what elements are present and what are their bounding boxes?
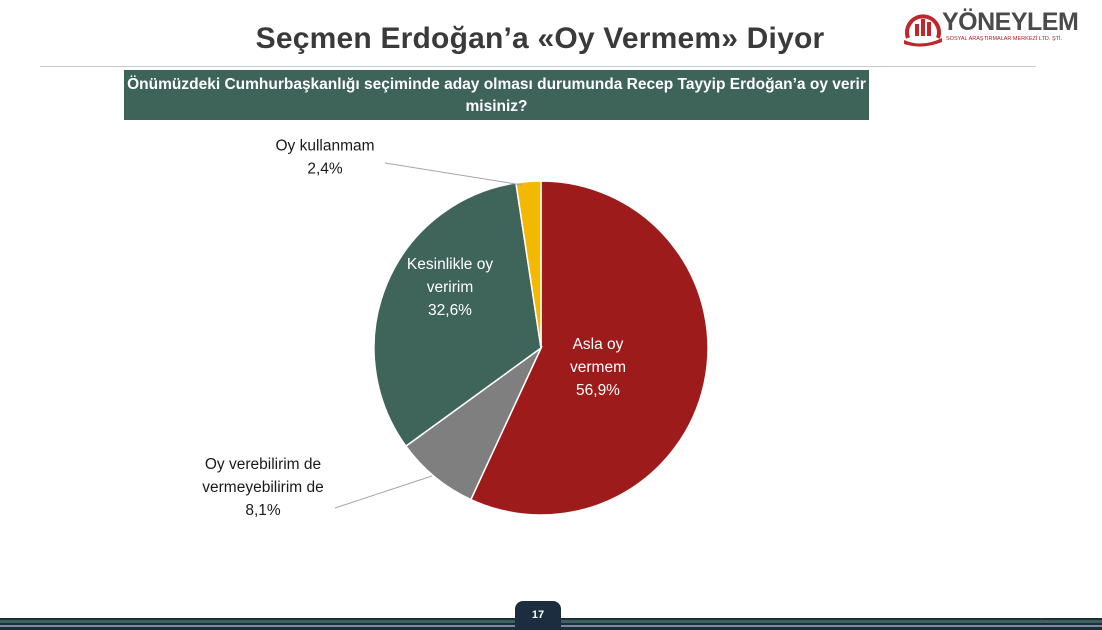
slice-value-label: 2,4% [307,161,343,178]
slice-value-label: 8,1% [245,502,281,519]
slice-value-label: 56,9% [576,382,620,399]
slice-category-label: veririm [427,279,474,296]
slice-category-label: vermem [570,359,626,376]
label-asla-oy-vermem: Asla oy vermem 56,9% [570,336,626,399]
logo-wordmark: YÖNEYLEM [942,8,1079,36]
slice-asla-oy-vermem [469,180,709,516]
logo-subtitle: SOSYAL ARAŞTIRMALAR MERKEZİ LTD. ŞTİ. [946,36,1063,42]
page-number: 17 [515,601,561,627]
footer-dot: . [1040,612,1043,621]
leader-line [384,162,523,186]
slice-category-label: Kesinlikle oy [407,256,493,273]
slice-category-label: Asla oy [573,336,624,353]
logo: YÖNEYLEM SOSYAL ARAŞTIRMALAR MERKEZİ LTD… [902,8,1082,48]
label-oy-verebilirim: Oy verebilirim de vermeyebilirim de 8,1% [202,456,323,519]
label-oy-kullanmam: Oy kullanmam 2,4% [275,138,374,178]
slice-value-label: 32,6% [428,302,472,319]
slice-oy-kullanmam [515,180,542,349]
slide-title: Seçmen Erdoğan’a «Oy Vermem» Diyor [255,22,825,55]
slice-kesinlikle-oy-veririm [373,182,542,448]
question-box: Önümüzdeki Cumhurbaşkanlığı seçiminde ad… [124,70,869,120]
label-kesinlikle-oy-veririm: Kesinlikle oy veririm 32,6% [407,256,493,319]
slice-category-label: Oy kullanmam [275,138,374,155]
leader-line [334,475,433,509]
slice-category-label: vermeyebilirim de [202,479,323,496]
logo-mark-icon [904,14,942,47]
title-rule [40,66,1036,67]
slice-category-label: Oy verebilirim de [205,456,321,473]
pie-chart: Asla oy vermem 56,9% Oy verebilirim de verme… [202,138,709,519]
